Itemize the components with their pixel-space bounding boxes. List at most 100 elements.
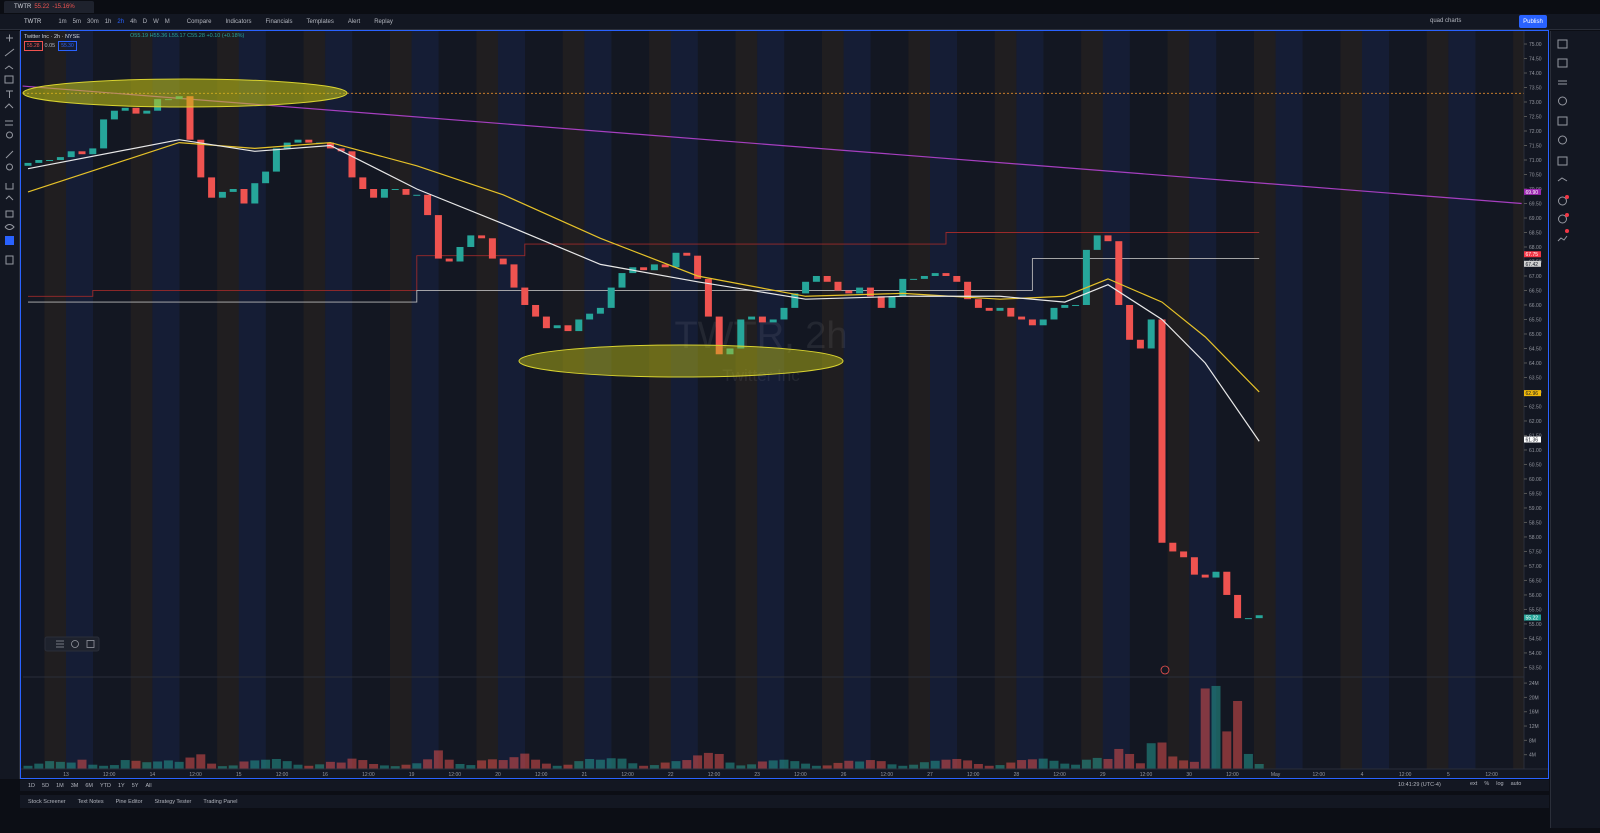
hotlist-icon[interactable] [1558, 96, 1567, 106]
candle [434, 215, 442, 259]
panel-tab[interactable]: Trading Panel [203, 798, 238, 805]
x-tick-label: 20 [495, 772, 501, 778]
prediction-icon[interactable] [5, 120, 13, 126]
candle [704, 278, 712, 317]
interval-button[interactable]: 5m [72, 18, 82, 25]
zoom-icon[interactable] [6, 163, 13, 171]
stay-icon[interactable] [5, 195, 14, 201]
interval-button[interactable]: 4h [130, 18, 137, 25]
volume-bar [952, 758, 962, 769]
volume-bar [1006, 762, 1016, 769]
range-button[interactable]: All [145, 782, 152, 789]
postmarket-band [822, 31, 844, 769]
candle [899, 278, 907, 297]
y-tick-label: 61.50 [1529, 433, 1542, 439]
candle [888, 296, 896, 308]
interval-button[interactable]: D [142, 18, 148, 25]
postmarket-band [303, 31, 326, 769]
icon-icon[interactable] [6, 131, 13, 139]
range-button[interactable]: 1Y [117, 782, 125, 789]
watermark-name: Twitter Inc [722, 366, 800, 385]
market-icon[interactable] [1557, 235, 1568, 242]
publish-button[interactable]: Publish [1519, 15, 1547, 28]
volume-bar [358, 760, 368, 769]
premarket-band [238, 31, 266, 769]
interval-button[interactable]: 2h [117, 18, 125, 25]
toolbar-button[interactable]: Alert [347, 18, 361, 25]
volume-bar [822, 765, 832, 769]
scale-option[interactable]: % [1484, 781, 1490, 787]
toolbar-button[interactable]: Financials [265, 18, 293, 25]
text-icon[interactable] [6, 90, 13, 98]
ruler-icon[interactable] [5, 150, 14, 159]
ellipse-drawing[interactable] [518, 344, 844, 378]
help-icon[interactable] [1558, 214, 1567, 224]
shape-icon[interactable] [4, 75, 14, 84]
calendar-icon[interactable] [1557, 116, 1568, 126]
panel-tab[interactable]: Pine Editor [115, 798, 143, 805]
candle [780, 307, 788, 320]
magnet-icon[interactable] [5, 183, 14, 190]
range-button[interactable]: 3M [70, 782, 79, 789]
pattern-icon[interactable] [4, 103, 14, 109]
volume-bar [1071, 764, 1081, 769]
crosshair-icon[interactable] [6, 34, 13, 42]
y-tick-label: 66.50 [1529, 288, 1542, 294]
x-tick-label: 16 [322, 772, 328, 778]
candle [1061, 304, 1069, 308]
candle [672, 252, 680, 268]
tool-icons [4, 34, 15, 265]
interval-button[interactable]: W [153, 18, 159, 25]
toolbar-button[interactable]: Templates [306, 18, 334, 25]
volume-bar [293, 764, 303, 769]
data-window-icon[interactable] [1558, 80, 1567, 85]
x-tick-label: 22 [668, 772, 674, 778]
watchlist-icon[interactable] [1557, 39, 1568, 49]
price-tag-label: 67.75 [1526, 252, 1539, 258]
range-button[interactable]: 1D [28, 782, 36, 789]
interval-button[interactable]: M [164, 18, 170, 25]
hide-icon[interactable] [4, 224, 15, 230]
candle [1169, 542, 1177, 552]
scale-option[interactable]: auto [1510, 781, 1522, 787]
range-button[interactable]: 1M [56, 782, 64, 789]
panel-tab[interactable]: Text Notes [77, 798, 104, 805]
earnings-marker[interactable] [1160, 665, 1170, 675]
floating-toolbar[interactable] [44, 636, 100, 652]
range-button[interactable]: 6M [85, 782, 93, 789]
scale-option[interactable]: ext [1470, 781, 1478, 787]
fib-icon[interactable] [4, 65, 14, 70]
range-button[interactable]: YTD [99, 782, 111, 789]
range-button[interactable]: 5Y [131, 782, 139, 789]
scale-option[interactable]: log [1496, 781, 1504, 787]
candle [1223, 571, 1231, 595]
symbol-search[interactable]: TWTR [24, 18, 42, 25]
interval-button[interactable]: 1m [58, 18, 67, 25]
range-button[interactable]: 5D [42, 782, 50, 789]
ellipse-drawing[interactable] [22, 78, 348, 108]
candle [618, 273, 626, 288]
trash-icon[interactable] [5, 255, 14, 265]
candle [985, 307, 993, 311]
layout-select[interactable]: quad charts [1430, 18, 1462, 24]
volume-bar [779, 759, 789, 769]
notifications-icon[interactable] [1558, 196, 1567, 206]
streams-icon[interactable] [1557, 177, 1568, 182]
panel-tab[interactable]: Stock Screener [28, 798, 66, 805]
price-tag-label: 61.36 [1526, 438, 1539, 444]
interval-button[interactable]: 1h [104, 18, 112, 25]
chat-icon[interactable] [1557, 156, 1568, 166]
right-sidebar [1550, 31, 1600, 828]
chart-tab[interactable]: TWTR 55.22 -15.16% [4, 1, 94, 13]
alerts-icon[interactable] [1557, 58, 1568, 68]
interval-button[interactable]: 30m [87, 18, 99, 25]
toolbar-button[interactable]: Replay [374, 18, 393, 25]
toolbar-button[interactable]: Indicators [225, 18, 252, 25]
candle [1147, 319, 1155, 349]
toolbar-button[interactable]: Compare [186, 18, 212, 25]
active-tool[interactable] [5, 236, 14, 245]
panel-tab[interactable]: Strategy Tester [154, 798, 192, 805]
ideas-icon[interactable] [1558, 135, 1567, 145]
lock-icon[interactable] [5, 210, 14, 218]
trendline-icon[interactable] [4, 48, 15, 57]
